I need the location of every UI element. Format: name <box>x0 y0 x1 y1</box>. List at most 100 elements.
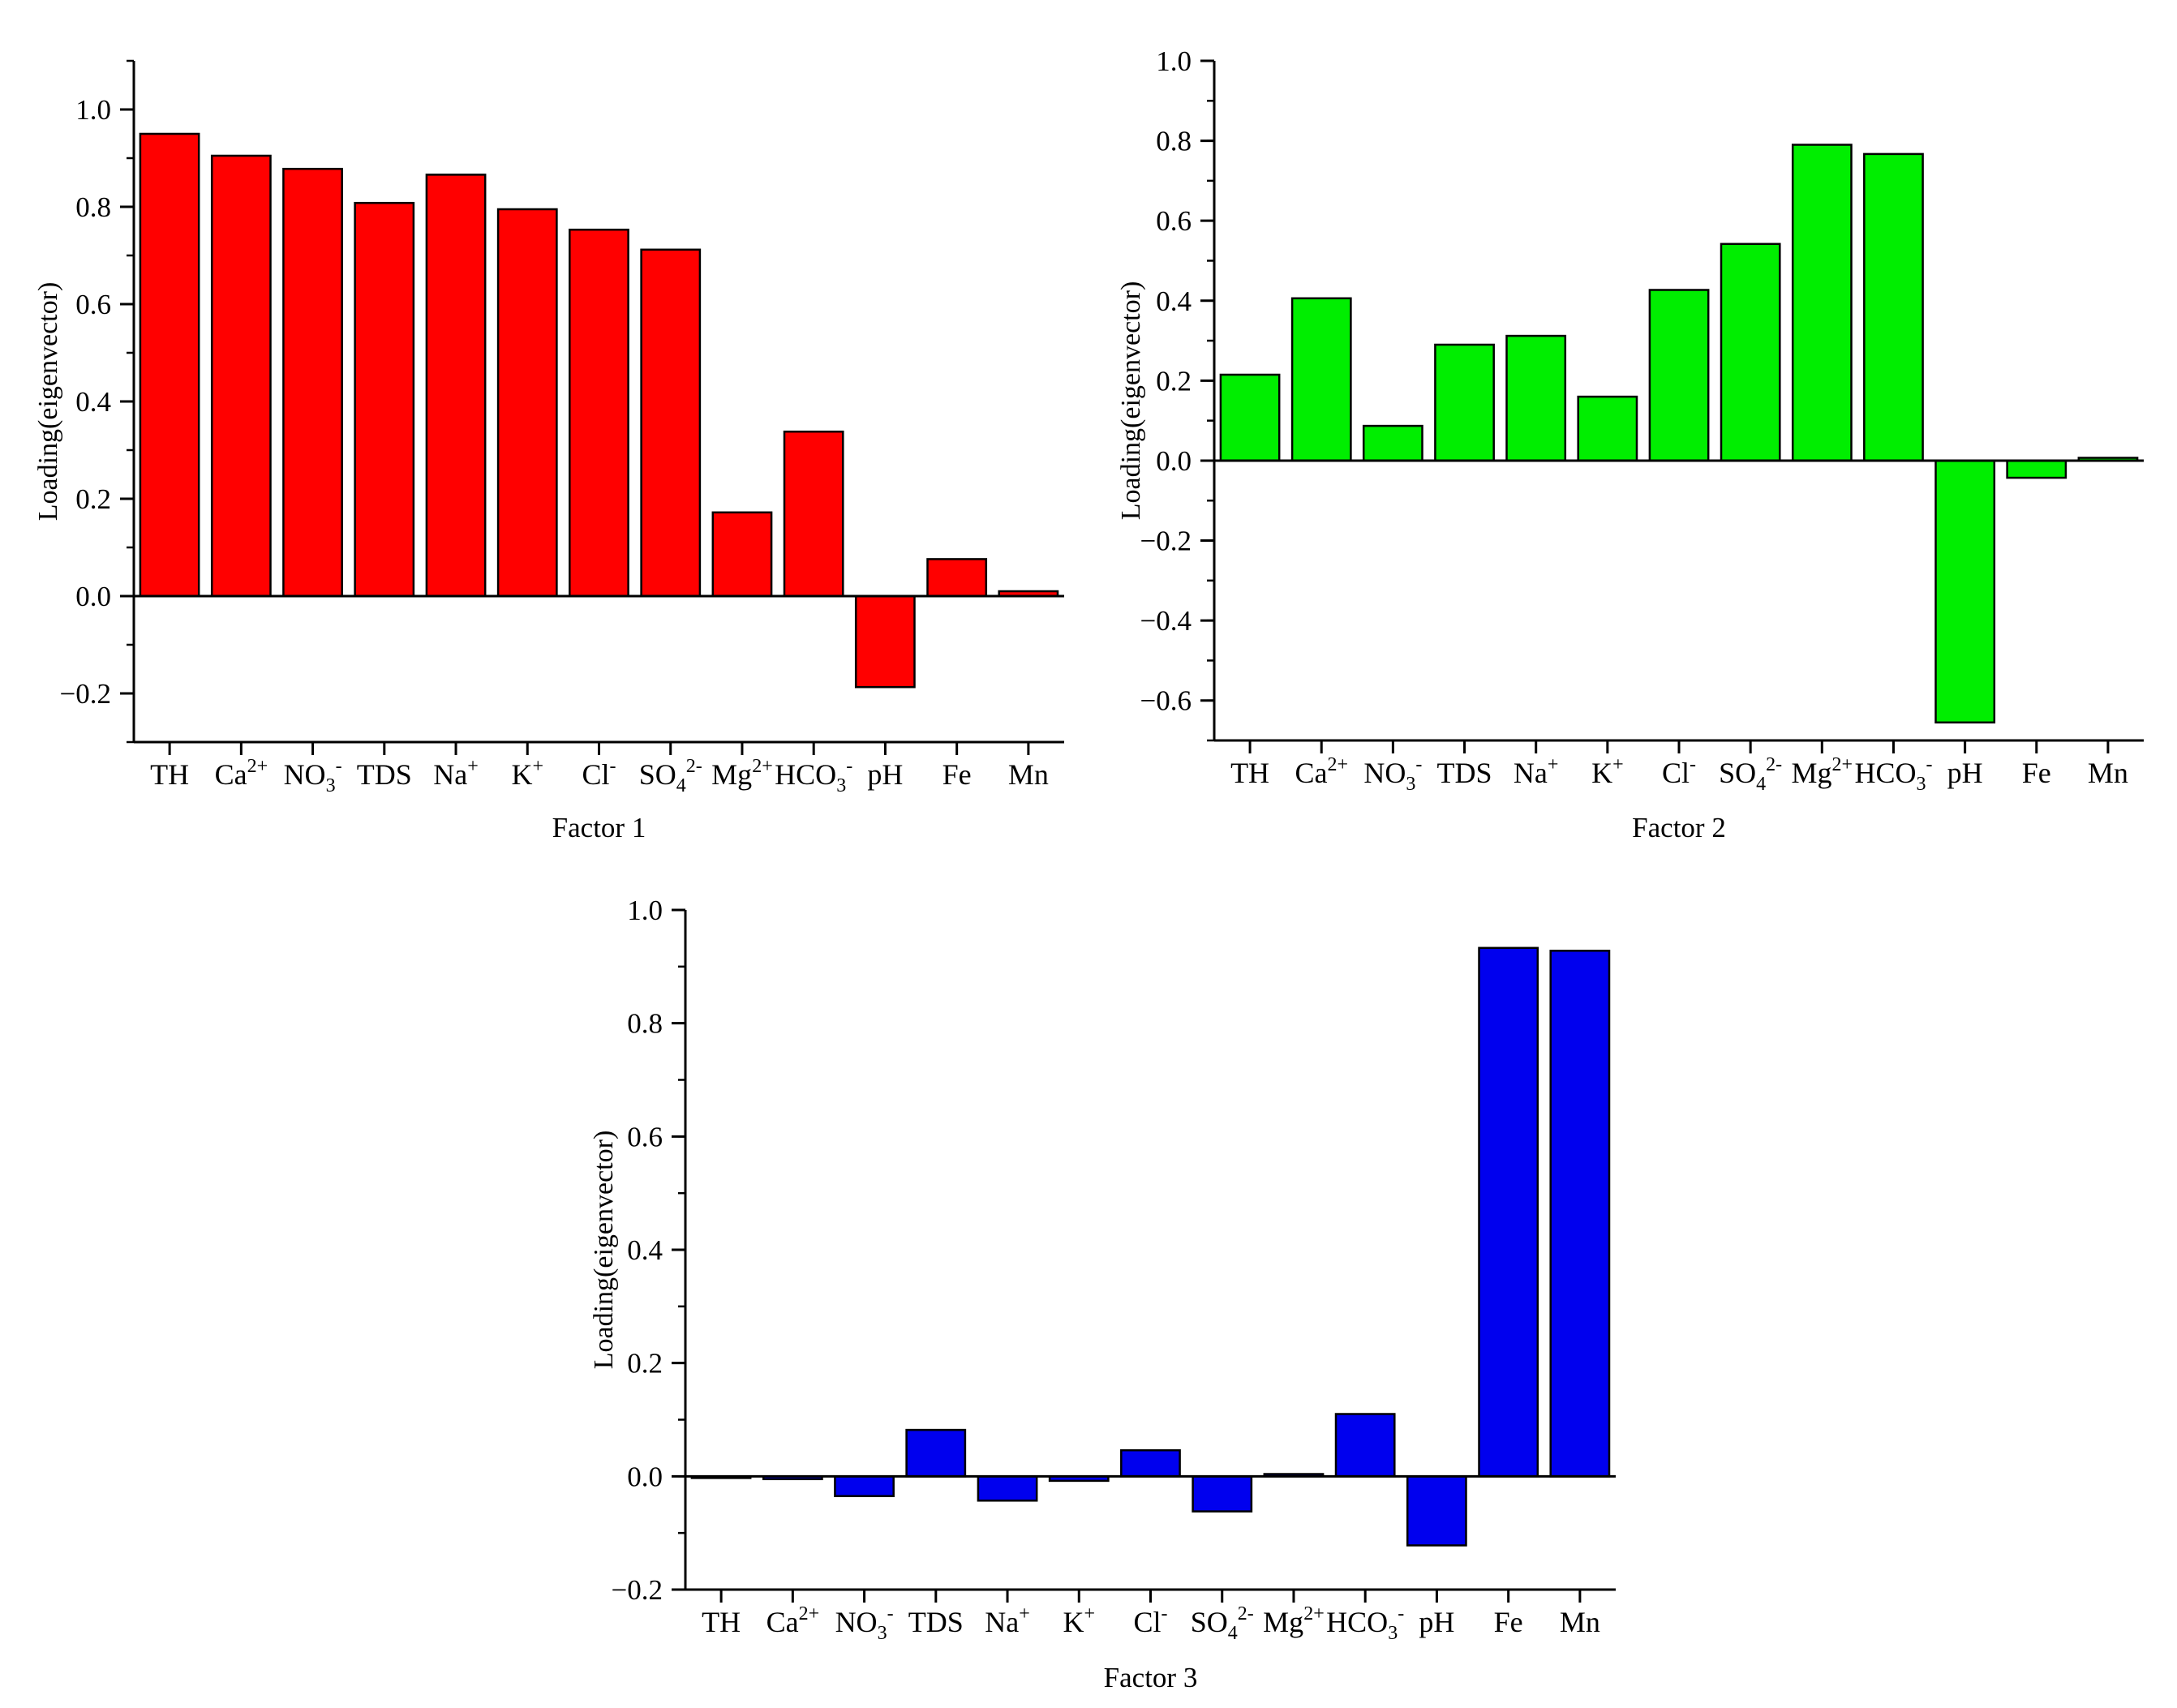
y-tick-label: −0.2 <box>1140 526 1192 557</box>
x-tick-label: NO3- <box>1363 754 1422 795</box>
bar-so <box>640 248 702 598</box>
x-tick-label: Ca2+ <box>766 1603 820 1638</box>
y-tick-label: −0.4 <box>1140 605 1192 637</box>
y-tick-label: 1.0 <box>627 895 663 926</box>
x-tick-label: TH <box>702 1606 741 1638</box>
x-tick-label: pH <box>867 758 903 791</box>
x-tick-label: SO42- <box>1719 754 1782 795</box>
y-tick-label: 0.0 <box>627 1461 663 1492</box>
y-tick-label: −0.2 <box>612 1574 663 1606</box>
bar-tds <box>905 1428 967 1478</box>
x-tick-label: TH <box>1230 757 1269 789</box>
y-tick-label: 0.2 <box>1156 365 1192 397</box>
y-tick-label: 0.8 <box>627 1008 663 1040</box>
x-tick-label: Cl- <box>1662 754 1696 789</box>
y-tick-label: 0.6 <box>1156 205 1192 237</box>
y-tick-label: 0.4 <box>627 1234 663 1266</box>
y-tick-label: 0.8 <box>1156 126 1192 157</box>
x-tick-label: SO42- <box>639 756 702 796</box>
y-axis-title: Loading(eigenvector) <box>1116 281 1146 521</box>
x-tick-label: Na+ <box>1514 754 1559 789</box>
bar-hco <box>1863 152 1924 462</box>
y-axis-title: Loading(eigenvector) <box>589 1131 619 1370</box>
x-tick-label: Mg2+ <box>1792 754 1853 789</box>
bar-na <box>425 174 487 598</box>
x-tick-label: TDS <box>1437 757 1492 789</box>
bar-so <box>1720 242 1781 462</box>
bar-ph <box>854 594 916 689</box>
x-tick-label: Mg2+ <box>711 756 773 791</box>
x-tick-label: K+ <box>511 756 543 791</box>
x-tick-label: NO3- <box>284 756 342 796</box>
x-tick-label: Fe <box>943 758 972 791</box>
x-tick-label: TDS <box>357 758 412 791</box>
bar-ca <box>210 154 272 598</box>
bar-ca <box>1290 297 1352 462</box>
x-tick-label: HCO3- <box>1854 754 1932 795</box>
bar-no <box>834 1475 895 1497</box>
x-tick-label: Ca2+ <box>1295 754 1348 789</box>
x-tick-label: Mn <box>1560 1606 1600 1638</box>
x-tick-label: HCO3- <box>1326 1603 1404 1644</box>
bar-k <box>1577 395 1638 462</box>
bar-mg <box>1791 144 1853 462</box>
y-tick-label: 0.4 <box>1156 285 1192 317</box>
bar-ph <box>1406 1475 1467 1547</box>
bar-mg <box>711 511 773 598</box>
bar-fe <box>1478 946 1539 1478</box>
y-tick-label: 0.4 <box>75 386 111 418</box>
x-tick-label: pH <box>1947 757 1983 789</box>
y-tick-label: 0.0 <box>75 581 111 612</box>
x-axis-title: Factor 1 <box>552 812 646 843</box>
x-tick-label: K+ <box>1591 754 1624 789</box>
x-tick-label: SO42- <box>1191 1603 1254 1644</box>
y-tick-label: 0.8 <box>75 191 111 223</box>
bar-no <box>282 167 343 598</box>
bar-tds <box>354 201 415 598</box>
bar-th <box>139 132 200 598</box>
bar-no <box>1362 424 1423 462</box>
x-axis-title: Factor 3 <box>1104 1662 1198 1693</box>
y-tick-label: 0.6 <box>627 1121 663 1152</box>
y-tick-label: 1.0 <box>75 94 111 126</box>
bar-ph <box>1934 459 1996 724</box>
x-tick-label: Fe <box>1494 1606 1523 1638</box>
x-tick-label: Cl- <box>1133 1603 1167 1638</box>
x-tick-label: Cl- <box>582 756 616 791</box>
y-tick-label: 0.6 <box>75 289 111 320</box>
bar-hco <box>783 430 844 598</box>
x-tick-label: HCO3- <box>775 756 852 796</box>
bar-fe <box>2006 459 2068 479</box>
bar-th <box>1219 373 1281 462</box>
bar-cl <box>569 228 629 598</box>
bar-so <box>1192 1475 1253 1513</box>
x-tick-label: NO3- <box>835 1603 894 1644</box>
x-tick-label: K+ <box>1063 1603 1095 1638</box>
factor-3-chart: −0.2 0.0 0.2 0.4 0.6 0.8 1.0 TH Ca2+ NO3- TDS Na+ K+… <box>589 895 1616 1693</box>
bar-k <box>496 208 558 598</box>
bar-tds <box>1434 343 1495 462</box>
factor-2-chart: −0.6 −0.4 −0.2 0.0 0.2 0.4 0.6 0.8 1.0 TH Ca2+ NO3-… <box>1116 45 2144 843</box>
x-tick-label: Na+ <box>985 1603 1030 1638</box>
x-tick-label: Mn <box>2088 757 2128 789</box>
y-tick-label: 0.2 <box>627 1348 663 1380</box>
y-tick-label: 0.2 <box>75 483 111 515</box>
bar-cl <box>1648 289 1710 462</box>
x-tick-label: Na+ <box>433 756 479 791</box>
y-tick-label: −0.2 <box>60 678 112 710</box>
y-tick-label: −0.6 <box>1140 685 1192 717</box>
factor-1-chart: −0.2 0.0 0.2 0.4 0.6 0.8 1.0 TH Ca2+ NO3- TDS Na+ K+… <box>33 59 1064 843</box>
bar-na <box>977 1475 1038 1502</box>
x-tick-label: Fe <box>2022 757 2051 789</box>
x-tick-label: TDS <box>908 1606 964 1638</box>
x-tick-label: Mn <box>1008 758 1049 791</box>
bar-na <box>1505 334 1567 462</box>
bar-cl <box>1120 1448 1181 1478</box>
x-tick-label: pH <box>1419 1606 1454 1638</box>
x-tick-label: Ca2+ <box>215 756 268 791</box>
x-tick-label: Mg2+ <box>1263 1603 1325 1638</box>
y-tick-label: 0.0 <box>1156 445 1192 477</box>
y-tick-label: 1.0 <box>1156 45 1192 77</box>
y-axis-title: Loading(eigenvector) <box>33 282 63 521</box>
